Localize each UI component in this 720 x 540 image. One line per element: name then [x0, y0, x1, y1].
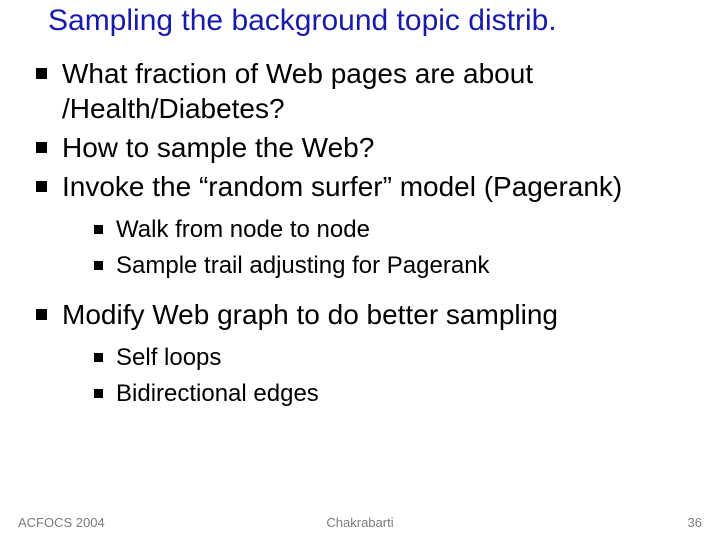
- bullet-text: Walk from node to node: [116, 216, 370, 243]
- bullet-item: What fraction of Web pages are about /He…: [34, 56, 680, 126]
- bullet-item: How to sample the Web?: [34, 130, 680, 165]
- bullet-item: Modify Web graph to do better sampling S…: [34, 297, 680, 421]
- bullet-item: Bidirectional edges: [92, 378, 680, 410]
- bullet-item: Walk from node to node: [92, 214, 680, 246]
- bullet-list-lvl2: Walk from node to node Sample trail adju…: [62, 204, 680, 293]
- slide: Sampling the background topic distrib. W…: [0, 0, 720, 540]
- bullet-item: Invoke the “random surfer” model (Pagera…: [34, 169, 680, 293]
- bullet-list-lvl2: Self loops Bidirectional edges: [62, 332, 680, 421]
- footer-center: Chakrabarti: [0, 515, 720, 530]
- slide-title: Sampling the background topic distrib.: [0, 0, 720, 38]
- bullet-text: Modify Web graph to do better sampling: [62, 299, 558, 330]
- bullet-item: Sample trail adjusting for Pagerank: [92, 250, 680, 282]
- slide-content: What fraction of Web pages are about /He…: [0, 38, 720, 421]
- bullet-item: Self loops: [92, 342, 680, 374]
- bullet-text: Bidirectional edges: [116, 380, 319, 407]
- bullet-text: Invoke the “random surfer” model (Pagera…: [62, 171, 622, 202]
- bullet-text: What fraction of Web pages are about /He…: [62, 58, 533, 124]
- footer-right: 36: [688, 515, 702, 530]
- bullet-list-lvl1: What fraction of Web pages are about /He…: [34, 56, 680, 421]
- bullet-text: Sample trail adjusting for Pagerank: [116, 252, 490, 279]
- bullet-text: How to sample the Web?: [62, 132, 374, 163]
- bullet-text: Self loops: [116, 344, 221, 371]
